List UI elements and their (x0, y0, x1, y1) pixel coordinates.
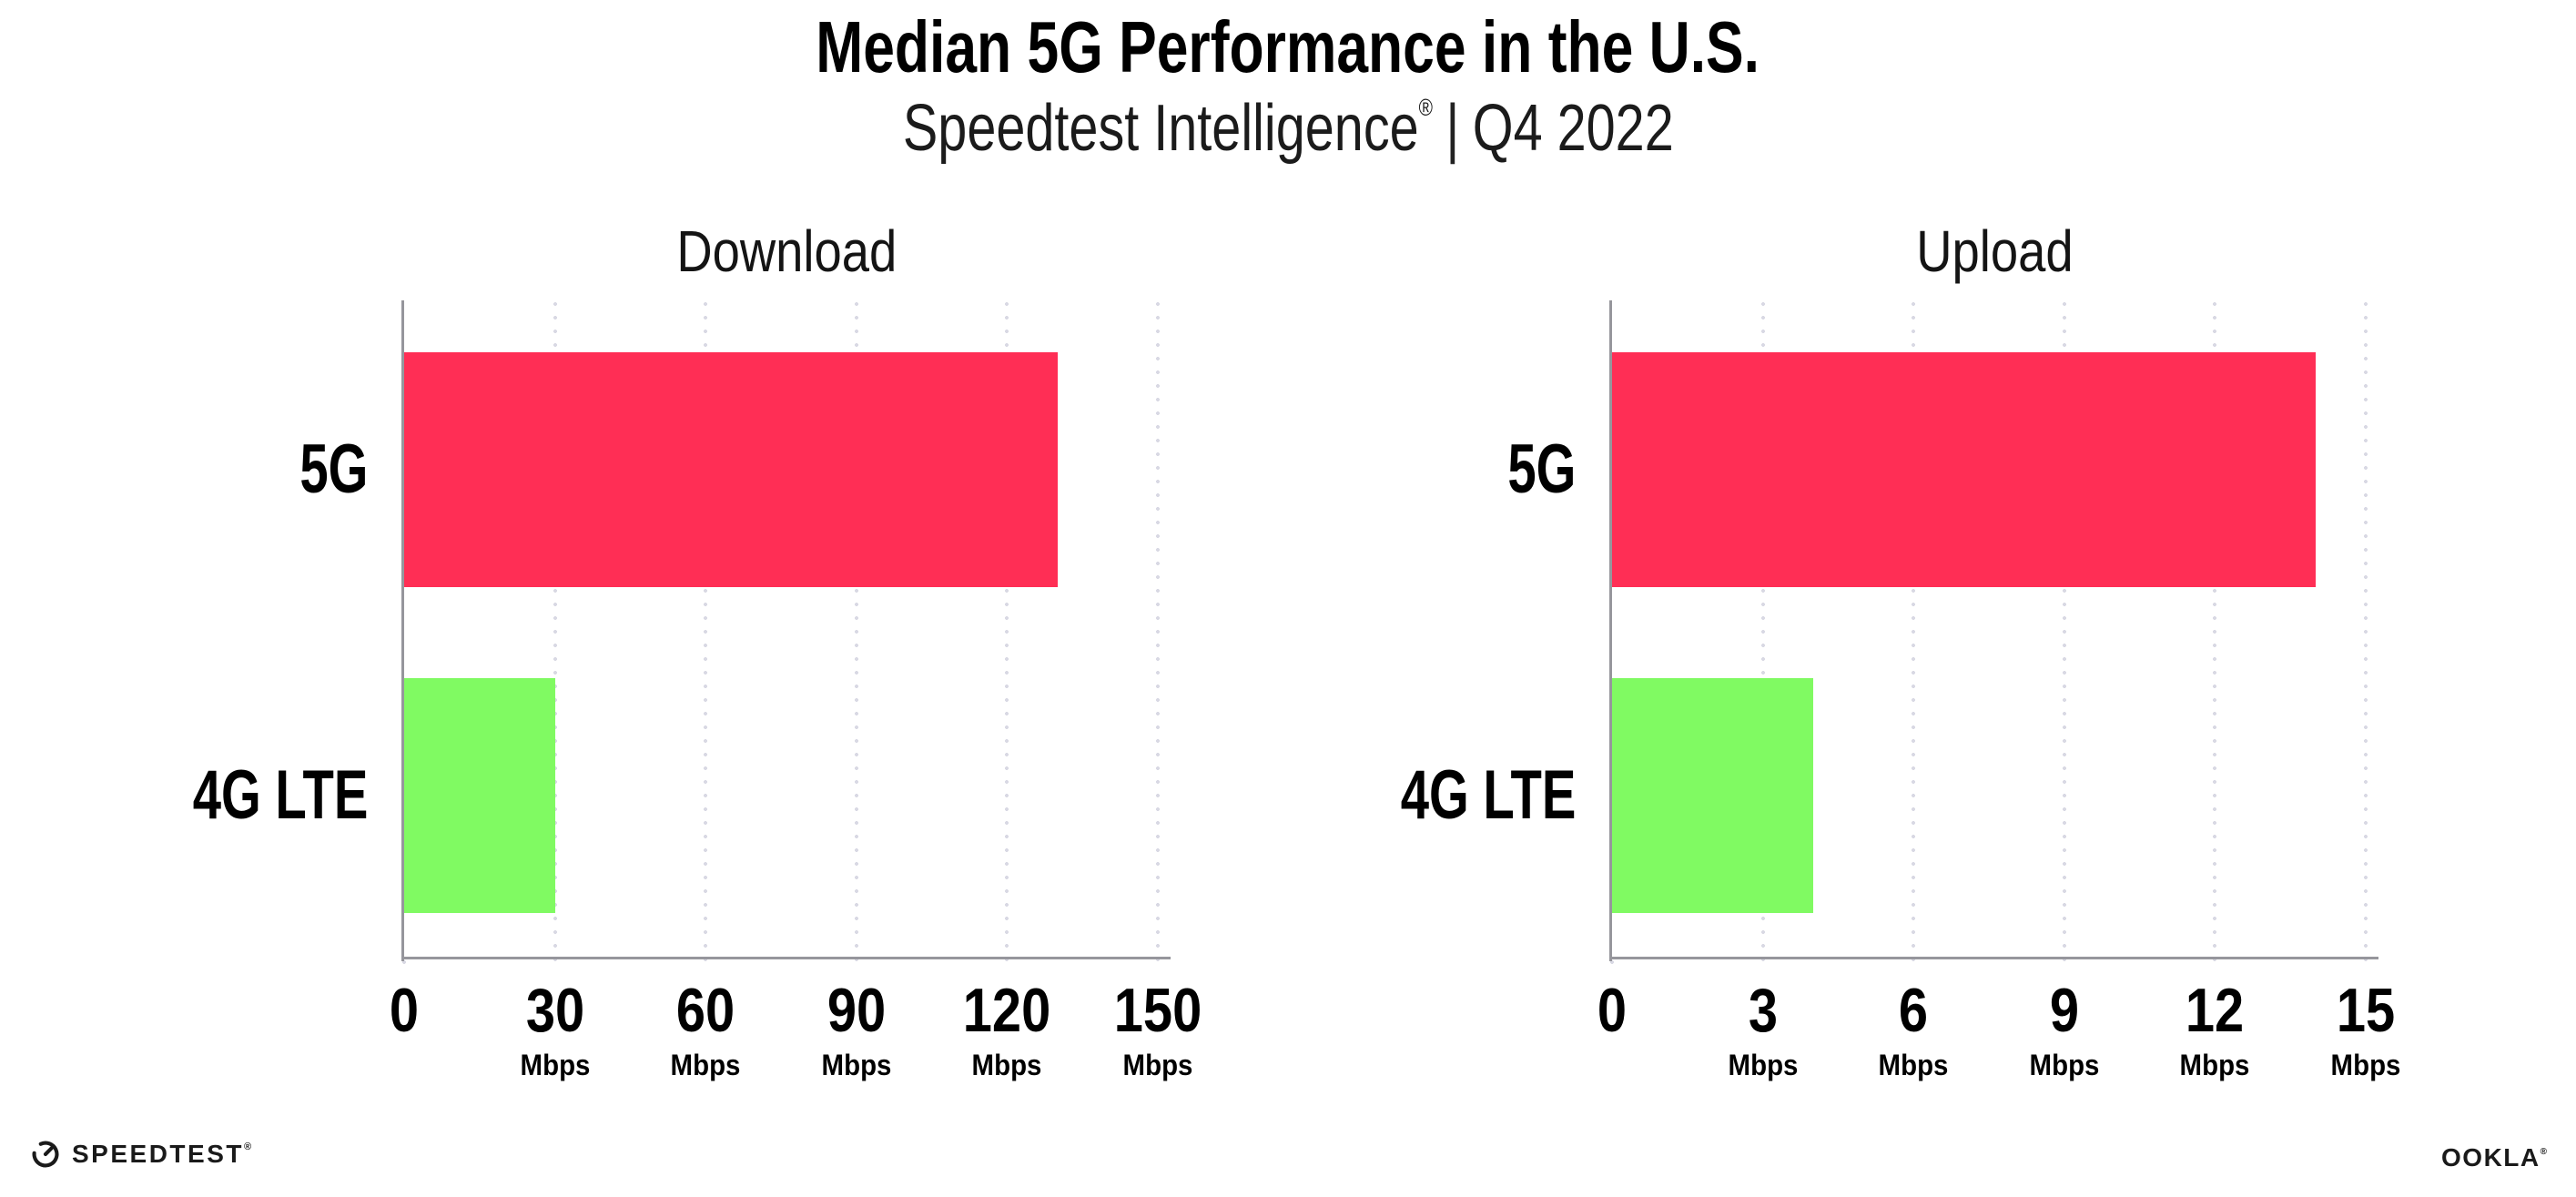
x-tick-0: 0 (322, 979, 486, 1041)
x-tick-90: 90 Mbps (775, 979, 938, 1080)
registered-mark-icon: ® (243, 1141, 252, 1152)
x-tick-120: 120 Mbps (925, 979, 1089, 1080)
4g-lte-bar (404, 678, 555, 913)
x-tick-value: 12 (2186, 976, 2245, 1045)
x-tick-0: 0 (1530, 979, 1694, 1041)
download-chart-title: Download (676, 218, 897, 284)
page-title-text: Median 5G Performance in the U.S. (816, 6, 1760, 87)
gridline-6 (1911, 300, 1917, 970)
x-tick-9: 9 Mbps (1983, 979, 2146, 1080)
x-tick-3: 3 Mbps (1681, 979, 1845, 1080)
x-tick-unit: Mbps (1878, 1049, 1949, 1081)
x-tick-30: 30 Mbps (473, 979, 637, 1080)
x-tick-6: 6 Mbps (1831, 979, 1995, 1080)
gridline-15 (2363, 300, 2368, 970)
category-label-5g: 5G (299, 431, 368, 508)
x-tick-value: 60 (676, 976, 735, 1045)
page-subtitle: Speedtest Intelligence® | Q4 2022 (0, 92, 2576, 165)
x-tick-15: 15 Mbps (2284, 979, 2448, 1080)
x-tick-unit: Mbps (670, 1049, 741, 1081)
gridline-9 (2061, 300, 2067, 970)
4g-lte-bar (1612, 678, 1813, 913)
gridline-0 (401, 959, 407, 971)
x-tick-unit: Mbps (1728, 1049, 1799, 1081)
x-tick-value: 9 (2049, 976, 2079, 1045)
gridline-120 (1004, 300, 1010, 970)
x-tick-value: 15 (2336, 976, 2396, 1045)
download-chart: Download 0 30 Mbps 60 Mbps 90 Mbps 120 Mbps 150 Mb… (137, 0, 1229, 1120)
x-tick-value: 0 (1597, 976, 1628, 1045)
upload-chart: Upload 0 3 Mbps 6 Mbps 9 Mbps 12 Mbps 15 Mbps 5G 4G … (1344, 0, 2437, 1120)
category-label-5g: 5G (1506, 431, 1576, 508)
category-label-4g-lte: 4G LTE (1400, 756, 1576, 834)
gridline-90 (853, 300, 859, 970)
x-tick-unit: Mbps (2330, 1049, 2401, 1081)
gridline-12 (2212, 300, 2218, 970)
subtitle-divider: | (1445, 92, 1460, 165)
5g-bar (404, 352, 1058, 587)
x-tick-value: 150 (1113, 976, 1202, 1045)
download-plot-area (401, 300, 1171, 971)
y-axis-line (401, 300, 404, 961)
x-tick-value: 120 (963, 976, 1051, 1045)
x-tick-unit: Mbps (821, 1049, 892, 1081)
registered-mark-icon: ® (2540, 1147, 2547, 1157)
x-tick-150: 150 Mbps (1076, 979, 1240, 1080)
registered-mark-icon: ® (1418, 94, 1433, 121)
speedtest-wordmark: SPEEDTEST® (72, 1140, 252, 1168)
x-tick-unit: Mbps (1122, 1049, 1193, 1081)
gridline-150 (1155, 300, 1161, 970)
x-tick-60: 60 Mbps (624, 979, 787, 1080)
speedtest-logo: SPEEDTEST® (31, 1140, 251, 1169)
gridline-3 (1760, 300, 1766, 970)
x-tick-unit: Mbps (520, 1049, 591, 1081)
subtitle-brand: Speedtest Intelligence (902, 92, 1419, 165)
x-axis-line (1609, 957, 2378, 959)
5g-bar (1612, 352, 2316, 587)
x-tick-value: 30 (525, 976, 584, 1045)
x-axis-line (401, 957, 1171, 959)
upload-chart-title: Upload (1915, 218, 2074, 284)
ookla-logo: OOKLA® (2441, 1143, 2547, 1172)
x-tick-12: 12 Mbps (2133, 979, 2297, 1080)
page-title: Median 5G Performance in the U.S. (0, 11, 2576, 84)
y-axis-line (1609, 300, 1612, 961)
category-label-4g-lte: 4G LTE (192, 756, 368, 834)
ookla-wordmark: OOKLA® (2441, 1143, 2547, 1172)
gridline-30 (552, 300, 558, 970)
subtitle-period: Q4 2022 (1472, 92, 1674, 165)
gridline-60 (703, 300, 709, 970)
gridline-0 (1609, 959, 1615, 971)
x-tick-unit: Mbps (971, 1049, 1042, 1081)
x-tick-value: 0 (389, 976, 420, 1045)
x-tick-value: 90 (827, 976, 886, 1045)
x-tick-value: 3 (1748, 976, 1778, 1045)
x-tick-unit: Mbps (2179, 1049, 2250, 1081)
x-tick-unit: Mbps (2029, 1049, 2100, 1081)
speedometer-gauge-icon (32, 1141, 59, 1168)
x-tick-value: 6 (1899, 976, 1929, 1045)
upload-plot-area (1609, 300, 2378, 971)
